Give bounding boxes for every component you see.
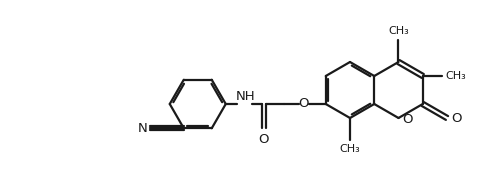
Text: CH₃: CH₃	[339, 144, 360, 154]
Text: CH₃: CH₃	[445, 71, 465, 81]
Text: O: O	[450, 112, 460, 126]
Text: O: O	[402, 114, 412, 127]
Text: O: O	[258, 133, 269, 146]
Text: O: O	[298, 98, 309, 111]
Text: N: N	[137, 122, 147, 135]
Text: NH: NH	[235, 90, 255, 103]
Text: CH₃: CH₃	[387, 26, 408, 36]
